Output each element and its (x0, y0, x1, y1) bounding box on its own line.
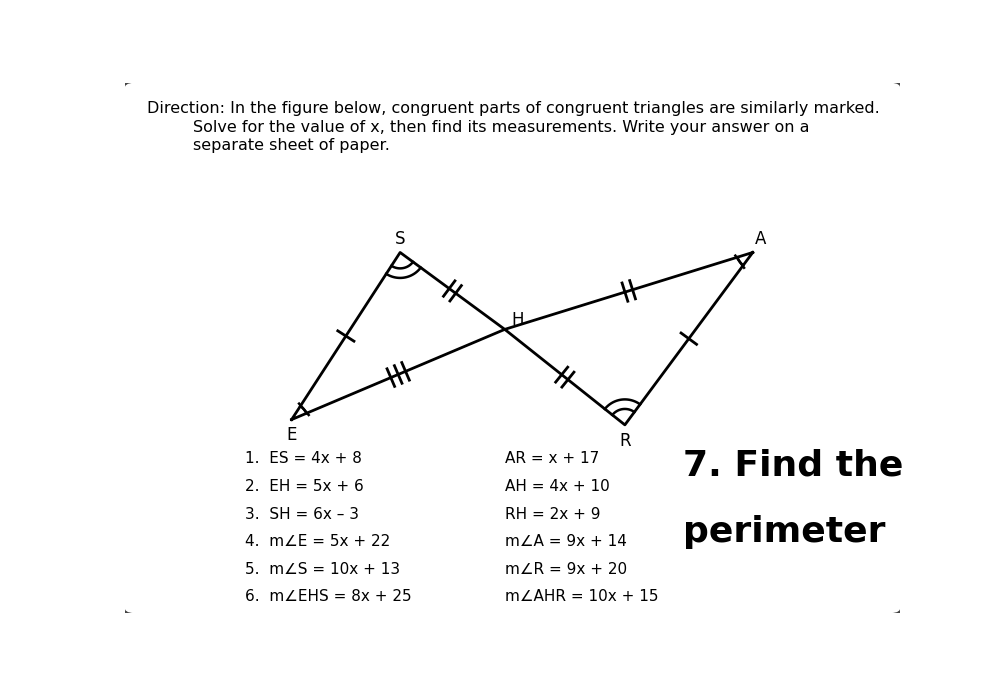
Text: H: H (511, 311, 523, 329)
Text: Direction: In the figure below, congruent parts of congruent triangles are simil: Direction: In the figure below, congruen… (147, 101, 879, 116)
Text: separate sheet of paper.: separate sheet of paper. (193, 138, 390, 154)
FancyBboxPatch shape (123, 81, 902, 615)
Text: 4.  m∠E = 5x + 22: 4. m∠E = 5x + 22 (245, 534, 390, 549)
Text: perimeter: perimeter (683, 515, 886, 549)
Text: 6.  m∠EHS = 8x + 25: 6. m∠EHS = 8x + 25 (245, 589, 412, 604)
Text: m∠AHR = 10x + 15: m∠AHR = 10x + 15 (505, 589, 658, 604)
Text: 7. Find the: 7. Find the (683, 449, 903, 483)
Text: Solve for the value of x, then find its measurements. Write your answer on a: Solve for the value of x, then find its … (193, 120, 810, 135)
Text: RH = 2x + 9: RH = 2x + 9 (505, 506, 600, 522)
Text: AR = x + 17: AR = x + 17 (505, 451, 599, 466)
Text: R: R (619, 432, 631, 450)
Text: S: S (395, 230, 405, 248)
Text: E: E (286, 426, 297, 444)
Text: 2.  EH = 5x + 6: 2. EH = 5x + 6 (245, 479, 364, 494)
Text: AH = 4x + 10: AH = 4x + 10 (505, 479, 610, 494)
Text: 1.  ES = 4x + 8: 1. ES = 4x + 8 (245, 451, 362, 466)
Text: m∠R = 9x + 20: m∠R = 9x + 20 (505, 562, 627, 577)
Text: A: A (755, 230, 766, 248)
Text: 5.  m∠S = 10x + 13: 5. m∠S = 10x + 13 (245, 562, 400, 577)
Text: 3.  SH = 6x – 3: 3. SH = 6x – 3 (245, 506, 359, 522)
Text: m∠A = 9x + 14: m∠A = 9x + 14 (505, 534, 627, 549)
